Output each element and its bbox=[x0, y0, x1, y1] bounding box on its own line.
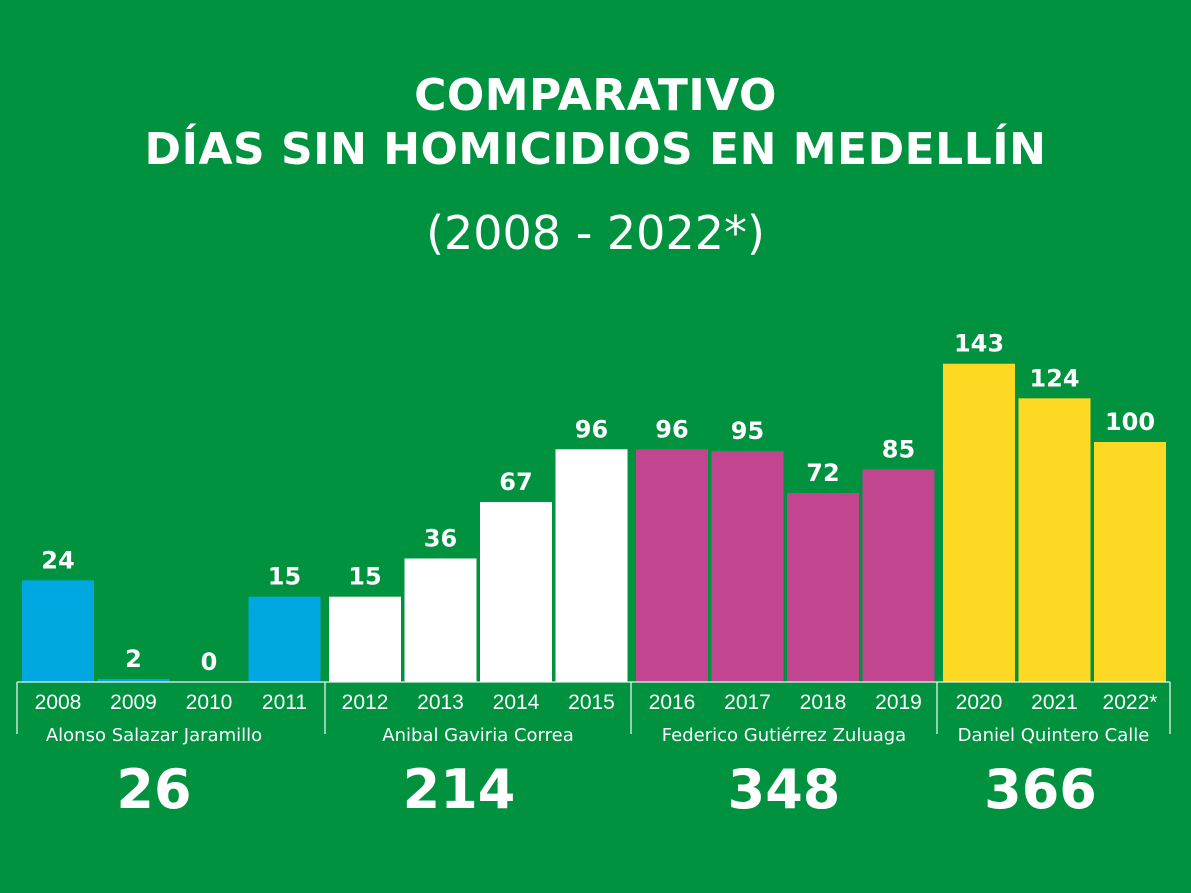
year-label-2021: 2021 bbox=[1031, 691, 1078, 714]
year-label-2008: 2008 bbox=[35, 691, 82, 714]
chart-title: COMPARATIVO bbox=[414, 70, 777, 121]
bar-2021 bbox=[1018, 398, 1091, 682]
bar-2020 bbox=[943, 363, 1015, 682]
bar-2017 bbox=[711, 451, 784, 682]
year-label-2010: 2010 bbox=[186, 691, 233, 714]
value-label-2017: 95 bbox=[731, 417, 764, 445]
value-label-2012: 15 bbox=[348, 563, 381, 591]
chart-period: (2008 - 2022*) bbox=[426, 206, 765, 260]
year-label-2012: 2012 bbox=[342, 691, 389, 714]
value-label-2009: 2 bbox=[125, 645, 142, 673]
bar-2019 bbox=[862, 469, 935, 682]
year-label-2016: 2016 bbox=[649, 691, 696, 714]
value-label-2022*: 100 bbox=[1105, 408, 1155, 436]
group-label-2: Federico Gutiérrez Zuluaga bbox=[662, 725, 906, 746]
value-label-2013: 36 bbox=[424, 524, 457, 552]
year-label-2018: 2018 bbox=[800, 691, 847, 714]
year-label-2011: 2011 bbox=[262, 691, 307, 714]
bar-2013 bbox=[404, 558, 477, 682]
value-label-2019: 85 bbox=[882, 435, 915, 463]
group-label-1: Anibal Gaviria Correa bbox=[382, 725, 573, 746]
chart-subtitle: DÍAS SIN HOMICIDIOS EN MEDELLÍN bbox=[144, 124, 1047, 175]
group-total-0: 26 bbox=[116, 758, 191, 821]
year-label-2019: 2019 bbox=[875, 691, 922, 714]
bar-2008 bbox=[22, 580, 94, 682]
bar-2012 bbox=[329, 596, 401, 682]
value-label-2010: 0 bbox=[201, 648, 218, 676]
year-label-2013: 2013 bbox=[417, 691, 464, 714]
group-total-3: 366 bbox=[984, 758, 1097, 821]
bar-2011 bbox=[248, 596, 321, 682]
bar-2014 bbox=[480, 502, 552, 682]
year-label-2022*: 2022* bbox=[1103, 691, 1158, 714]
value-label-2011: 15 bbox=[268, 563, 301, 591]
bar-2015 bbox=[555, 449, 628, 682]
value-label-2018: 72 bbox=[806, 459, 839, 487]
value-label-2020: 143 bbox=[954, 330, 1004, 358]
year-label-2014: 2014 bbox=[493, 691, 540, 714]
bar-2018 bbox=[787, 492, 859, 682]
value-label-2016: 96 bbox=[655, 415, 688, 443]
year-label-2020: 2020 bbox=[956, 691, 1003, 714]
bar-2022* bbox=[1094, 442, 1166, 682]
bar-2016 bbox=[636, 449, 708, 682]
year-label-2015: 2015 bbox=[568, 691, 615, 714]
group-total-1: 214 bbox=[403, 758, 516, 821]
year-label-2009: 2009 bbox=[110, 691, 157, 714]
bar-2009 bbox=[97, 679, 170, 682]
value-label-2015: 96 bbox=[575, 415, 608, 443]
group-label-3: Daniel Quintero Calle bbox=[958, 725, 1150, 746]
value-label-2021: 124 bbox=[1029, 364, 1079, 392]
value-label-2014: 67 bbox=[499, 468, 532, 496]
value-label-2008: 24 bbox=[41, 546, 74, 574]
year-label-2017: 2017 bbox=[724, 691, 771, 714]
group-total-2: 348 bbox=[728, 758, 841, 821]
group-label-0: Alonso Salazar Jaramillo bbox=[46, 725, 262, 746]
